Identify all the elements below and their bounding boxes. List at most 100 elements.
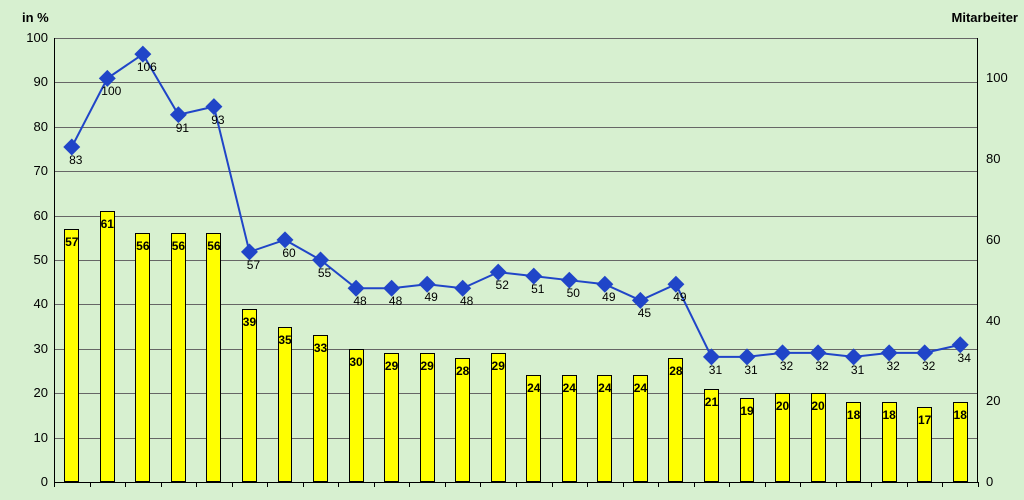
line-label: 51 xyxy=(531,282,544,296)
left-tick-label: 80 xyxy=(14,119,48,134)
x-tick xyxy=(765,482,766,487)
gridline xyxy=(54,393,978,394)
left-tick-label: 70 xyxy=(14,163,48,178)
x-tick xyxy=(694,482,695,487)
diamond-marker xyxy=(170,106,187,123)
line-label: 31 xyxy=(709,363,722,377)
diamond-marker xyxy=(596,276,613,293)
bar xyxy=(526,375,541,482)
left-tick-label: 40 xyxy=(14,296,48,311)
line-label: 100 xyxy=(101,84,121,98)
diamond-marker xyxy=(561,272,578,289)
x-tick xyxy=(800,482,801,487)
x-tick xyxy=(516,482,517,487)
line-label: 49 xyxy=(602,290,615,304)
x-tick xyxy=(267,482,268,487)
bar xyxy=(882,402,897,482)
gridline xyxy=(54,127,978,128)
diamond-marker xyxy=(881,344,898,361)
diamond-marker xyxy=(916,344,933,361)
diamond-marker xyxy=(490,264,507,281)
bar xyxy=(633,375,648,482)
x-tick xyxy=(907,482,908,487)
gridline xyxy=(54,171,978,172)
diamond-marker xyxy=(63,138,80,155)
line-label: 52 xyxy=(496,278,509,292)
x-tick xyxy=(552,482,553,487)
line-label: 50 xyxy=(567,286,580,300)
x-tick xyxy=(161,482,162,487)
diamond-marker xyxy=(632,292,649,309)
left-tick-label: 100 xyxy=(14,30,48,45)
diamond-marker xyxy=(134,46,151,63)
x-tick xyxy=(338,482,339,487)
x-tick xyxy=(978,482,979,487)
bar xyxy=(668,358,683,482)
right-tick-label: 20 xyxy=(986,393,1000,408)
right-axis-title: Mitarbeiter xyxy=(952,10,1018,25)
left-tick-label: 20 xyxy=(14,385,48,400)
right-tick-label: 40 xyxy=(986,313,1000,328)
left-tick-label: 10 xyxy=(14,430,48,445)
diamond-marker xyxy=(774,344,791,361)
line-label: 60 xyxy=(282,246,295,260)
line-label: 31 xyxy=(744,363,757,377)
bar xyxy=(597,375,612,482)
line-label: 31 xyxy=(851,363,864,377)
plot-area: 5761565656393533302929282924242424282119… xyxy=(54,38,978,482)
line-path xyxy=(72,54,960,357)
x-tick xyxy=(125,482,126,487)
diamond-marker xyxy=(739,348,756,365)
bar xyxy=(455,358,470,482)
bar xyxy=(846,402,861,482)
x-tick xyxy=(303,482,304,487)
right-tick-label: 0 xyxy=(986,474,993,489)
diamond-marker xyxy=(205,98,222,115)
line-label: 49 xyxy=(424,290,437,304)
x-tick xyxy=(54,482,55,487)
x-tick xyxy=(942,482,943,487)
diamond-marker xyxy=(348,280,365,297)
line-label: 93 xyxy=(211,113,224,127)
line-label: 32 xyxy=(886,359,899,373)
x-tick xyxy=(480,482,481,487)
x-tick xyxy=(871,482,872,487)
x-tick xyxy=(90,482,91,487)
bar xyxy=(313,335,328,482)
bar xyxy=(242,309,257,482)
left-tick-label: 30 xyxy=(14,341,48,356)
diamond-marker xyxy=(277,231,294,248)
gridline xyxy=(54,216,978,217)
x-tick xyxy=(836,482,837,487)
bar xyxy=(704,389,719,482)
diamond-marker xyxy=(525,268,542,285)
gridline xyxy=(54,260,978,261)
left-axis-title: in % xyxy=(22,10,49,25)
bar xyxy=(953,402,968,482)
line-label: 34 xyxy=(958,351,971,365)
bar xyxy=(171,233,186,482)
bar xyxy=(775,393,790,482)
line-label: 45 xyxy=(638,306,651,320)
line-label: 32 xyxy=(780,359,793,373)
bar xyxy=(562,375,577,482)
bar xyxy=(206,233,221,482)
line-label: 49 xyxy=(673,290,686,304)
diamond-marker xyxy=(383,280,400,297)
line-label: 48 xyxy=(353,294,366,308)
line-label: 32 xyxy=(815,359,828,373)
gridline xyxy=(54,38,978,39)
diamond-marker xyxy=(952,336,969,353)
diamond-marker xyxy=(810,344,827,361)
line-label: 48 xyxy=(389,294,402,308)
combo-chart: in % Mitarbeiter 57615656563935333029292… xyxy=(0,0,1024,500)
gridline xyxy=(54,349,978,350)
bar xyxy=(349,349,364,482)
diamond-marker xyxy=(845,348,862,365)
diamond-marker xyxy=(454,280,471,297)
x-tick xyxy=(409,482,410,487)
bar xyxy=(135,233,150,482)
bar xyxy=(491,353,506,482)
left-tick-label: 0 xyxy=(14,474,48,489)
line-label: 32 xyxy=(922,359,935,373)
